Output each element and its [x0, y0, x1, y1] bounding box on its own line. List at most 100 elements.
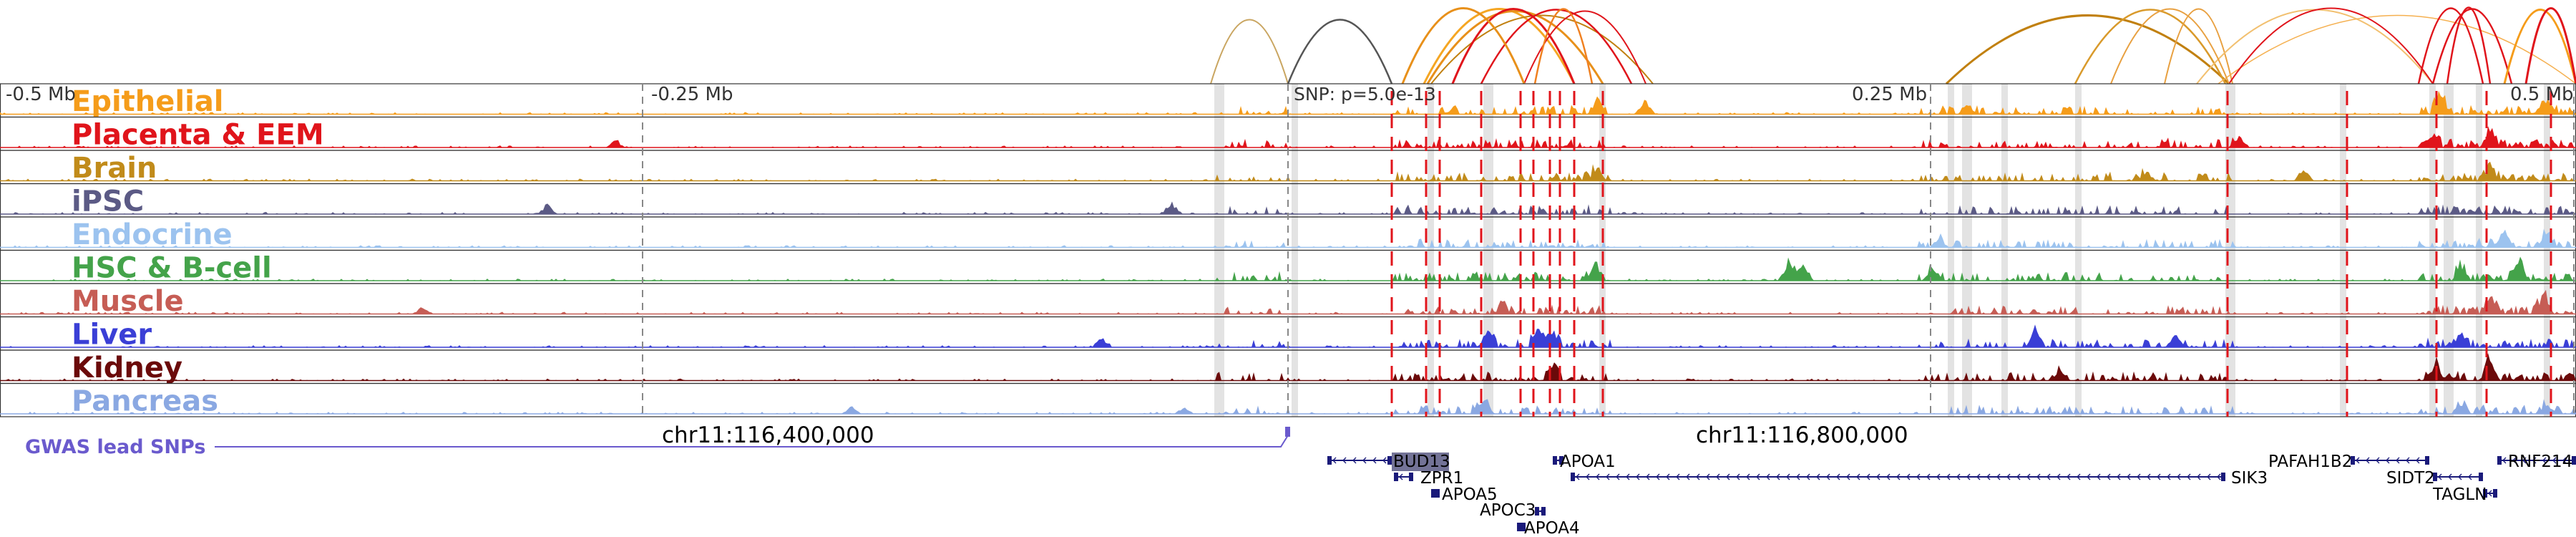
gene-zpr1[interactable]: ZPR1 [1394, 469, 1463, 488]
strand-arrow [2097, 473, 2101, 480]
strand-arrow [1666, 473, 1670, 480]
gene-exon [2433, 473, 2437, 481]
track-label: Placenta & EEM [72, 119, 324, 152]
gene-rnf214[interactable]: RNF214 [2497, 453, 2576, 471]
strand-arrow [2067, 473, 2071, 480]
loop-arc [1287, 19, 1393, 84]
gene-label: APOA5 [1442, 485, 1498, 504]
strand-arrow [1766, 473, 1770, 480]
strand-arrow [2187, 473, 2191, 480]
gene-label: APOA4 [1524, 519, 1580, 537]
strand-arrow [2468, 473, 2472, 480]
strand-arrow [1736, 473, 1740, 480]
strand-arrow [2396, 457, 2400, 464]
gene-apoa1[interactable]: APOA1 [1553, 453, 1616, 471]
strand-arrow [1796, 473, 1800, 480]
strand-arrow [1926, 473, 1931, 480]
snp-marker-lines [642, 84, 2575, 417]
gene-bud13[interactable]: BUD13 [1327, 453, 1450, 471]
strand-arrow [2522, 457, 2527, 464]
loop-arc [2164, 8, 2233, 84]
scale-tick-label: 0.5 Mb [2510, 84, 2574, 105]
scale-bar: -0.5 Mb -0.25 Mb 0.25 Mb 0.5 Mb SNP: p=5.0e-… [6, 84, 2574, 105]
strand-arrow [1646, 473, 1650, 480]
strand-arrow [1596, 473, 1600, 480]
loop-arc [2218, 14, 2576, 84]
strand-arrow [2197, 473, 2201, 480]
strand-arrow [1966, 473, 1971, 480]
strand-arrow [1756, 473, 1760, 480]
strand-arrow [1836, 473, 1840, 480]
strand-arrow [1606, 473, 1610, 480]
gene-label: SIK3 [2231, 469, 2268, 488]
track-label: Pancreas [72, 385, 218, 418]
strand-arrow [1382, 457, 1387, 464]
gene-exon [1431, 489, 1435, 498]
scale-tick-label: -0.25 Mb [651, 84, 733, 105]
loop-arc [1423, 8, 1576, 84]
gene-label: RNF214 [2508, 453, 2572, 471]
strand-arrow [1686, 473, 1690, 480]
gene-label: PAFAH1B2 [2268, 453, 2352, 471]
gene-exon [1327, 456, 1332, 465]
gwas-leader-line [215, 435, 1289, 448]
gene-exon [2493, 489, 2497, 498]
strand-arrow [1706, 473, 1710, 480]
strand-arrow [2438, 473, 2442, 480]
track-label: iPSC [72, 185, 144, 218]
strand-arrow [2026, 473, 2031, 480]
loop-arc [2228, 7, 2434, 84]
strand-arrow [1746, 473, 1750, 480]
gene-exon [2497, 456, 2502, 465]
gene-label: APOA1 [1560, 453, 1616, 471]
gwas-label: GWAS lead SNPs [25, 436, 205, 458]
loop-arc [1523, 10, 1646, 84]
track-label: Endocrine [72, 218, 233, 251]
strand-arrow [1846, 473, 1850, 480]
strand-arrow [1916, 473, 1921, 480]
gene-exon [2572, 456, 2576, 465]
strand-arrow [2386, 457, 2390, 464]
strand-arrow [2157, 473, 2161, 480]
gene-apoa4[interactable]: APOA4 [1517, 519, 1580, 537]
gene-sik3[interactable]: SIK3 [1571, 469, 2268, 488]
gwas-snp-marker [1285, 427, 1290, 437]
loop-arc [2524, 7, 2576, 84]
loop-arc [1533, 8, 1594, 84]
strand-arrow [2006, 473, 2011, 480]
gene-pafah1b2[interactable]: PAFAH1B2 [2268, 453, 2429, 471]
strand-arrow [1656, 473, 1660, 480]
strand-arrow [1976, 473, 1981, 480]
gene-label: TAGLN [2432, 485, 2487, 504]
strand-arrow [1816, 473, 1820, 480]
strand-arrow [2177, 473, 2181, 480]
gene-highlight [1392, 453, 1449, 471]
strand-arrow [1616, 473, 1620, 480]
gene-exon [1394, 473, 1398, 481]
gene-exon [2351, 456, 2355, 465]
strand-arrow [2532, 457, 2537, 464]
strand-arrow [1956, 473, 1961, 480]
gene-sidt2[interactable]: SIDT2 [2386, 469, 2483, 488]
gene-apoc3[interactable]: APOC3 [1480, 501, 1546, 520]
strand-arrow [1876, 473, 1880, 480]
strand-arrow [2416, 457, 2420, 464]
strand-arrow [1372, 457, 1377, 464]
loop-arc [1426, 10, 1604, 84]
loop-arc [1210, 19, 1289, 84]
loop-arc [1945, 14, 2230, 85]
gene-exon [1387, 456, 1392, 465]
gene-exon [1521, 523, 1526, 531]
gene-exon [1535, 507, 1539, 516]
strand-arrow [1362, 457, 1367, 464]
coordinate-label: chr11:116,400,000 [662, 422, 874, 448]
gene-exon [1517, 523, 1521, 531]
strand-arrow [2366, 457, 2370, 464]
loop-arc [1430, 14, 1654, 84]
track-placenta-eem: Placenta & EEM [0, 116, 2576, 152]
gene-tagln[interactable]: TAGLN [2432, 485, 2497, 504]
coordinate-label: chr11:116,800,000 [1696, 422, 1908, 448]
strand-arrow [1586, 473, 1590, 480]
track-label: Liver [72, 319, 152, 352]
gene-apoa5[interactable]: APOA5 [1431, 485, 1498, 504]
